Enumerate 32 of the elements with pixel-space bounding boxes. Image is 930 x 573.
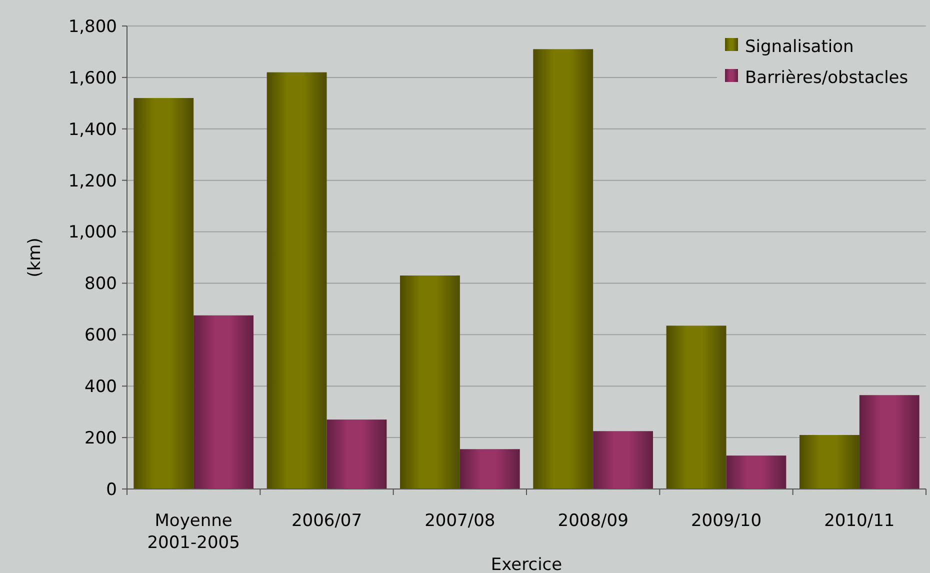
x-tick-label: 2007/08: [424, 511, 496, 531]
bar: [726, 456, 786, 489]
x-tick-label: Moyenne 2001-2005: [147, 511, 240, 553]
x-tick-label: 2006/07: [291, 511, 362, 531]
bar: [134, 98, 194, 489]
bar: [460, 449, 520, 489]
x-tick-label: 2010/11: [824, 511, 895, 531]
bar: [593, 431, 654, 489]
bar: [266, 72, 327, 489]
x-tick-label: 2009/10: [690, 511, 762, 531]
bar: [326, 420, 387, 489]
y-tick-label: 600: [84, 326, 117, 346]
y-tick-label: 1,400: [68, 120, 117, 140]
y-axis-title: (km): [25, 238, 45, 278]
y-tick-label: 1,200: [68, 171, 117, 192]
legend-label: Barrières/obstacles: [745, 68, 908, 88]
y-tick-label: 0: [106, 480, 117, 500]
bar: [799, 434, 860, 489]
x-tick-label: 2008/09: [558, 511, 628, 531]
bar: [400, 276, 460, 489]
legend-label: Signalisation: [745, 36, 854, 57]
y-tick-label: 800: [84, 274, 117, 294]
y-tick-label: 400: [84, 377, 117, 398]
y-tick-label: 1,800: [68, 16, 117, 37]
bar: [666, 326, 726, 489]
y-tick-label: 1,000: [68, 222, 117, 243]
x-axis-title: Exercice: [490, 555, 562, 573]
y-tick-label: 1,600: [68, 68, 117, 88]
bar: [533, 49, 594, 489]
bar: [859, 395, 920, 489]
bar: [194, 315, 254, 489]
y-tick-label: 200: [84, 428, 117, 449]
